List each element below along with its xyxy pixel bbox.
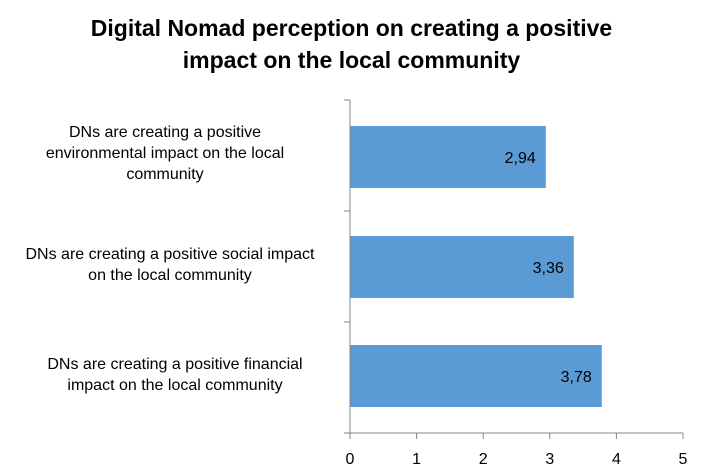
data-label-1: 3,36	[533, 260, 564, 277]
x-tick-label-2: 2	[479, 451, 488, 468]
bar-0	[350, 126, 546, 188]
chart-title-line-2: impact on the local community	[182, 47, 521, 73]
x-tick-label-1: 1	[412, 451, 421, 468]
category-label-financial: DNs are creating a positive financial im…	[47, 356, 303, 394]
x-tick-label-0: 0	[346, 451, 355, 468]
x-tick-label-5: 5	[679, 451, 688, 468]
data-label-0: 2,94	[505, 150, 536, 167]
chart-title: Digital Nomad perception on creating a p…	[0, 12, 703, 76]
category-label-social: DNs are creating a positive social impac…	[25, 246, 315, 284]
bar-2	[350, 345, 602, 407]
category-label-environmental: DNs are creating a positive environmenta…	[45, 124, 285, 183]
chart-title-line-1: Digital Nomad perception on creating a p…	[90, 15, 613, 41]
bar-1	[350, 236, 574, 298]
x-tick-label-4: 4	[612, 451, 621, 468]
data-label-2: 3,78	[561, 369, 592, 386]
x-tick-label-3: 3	[545, 451, 554, 468]
